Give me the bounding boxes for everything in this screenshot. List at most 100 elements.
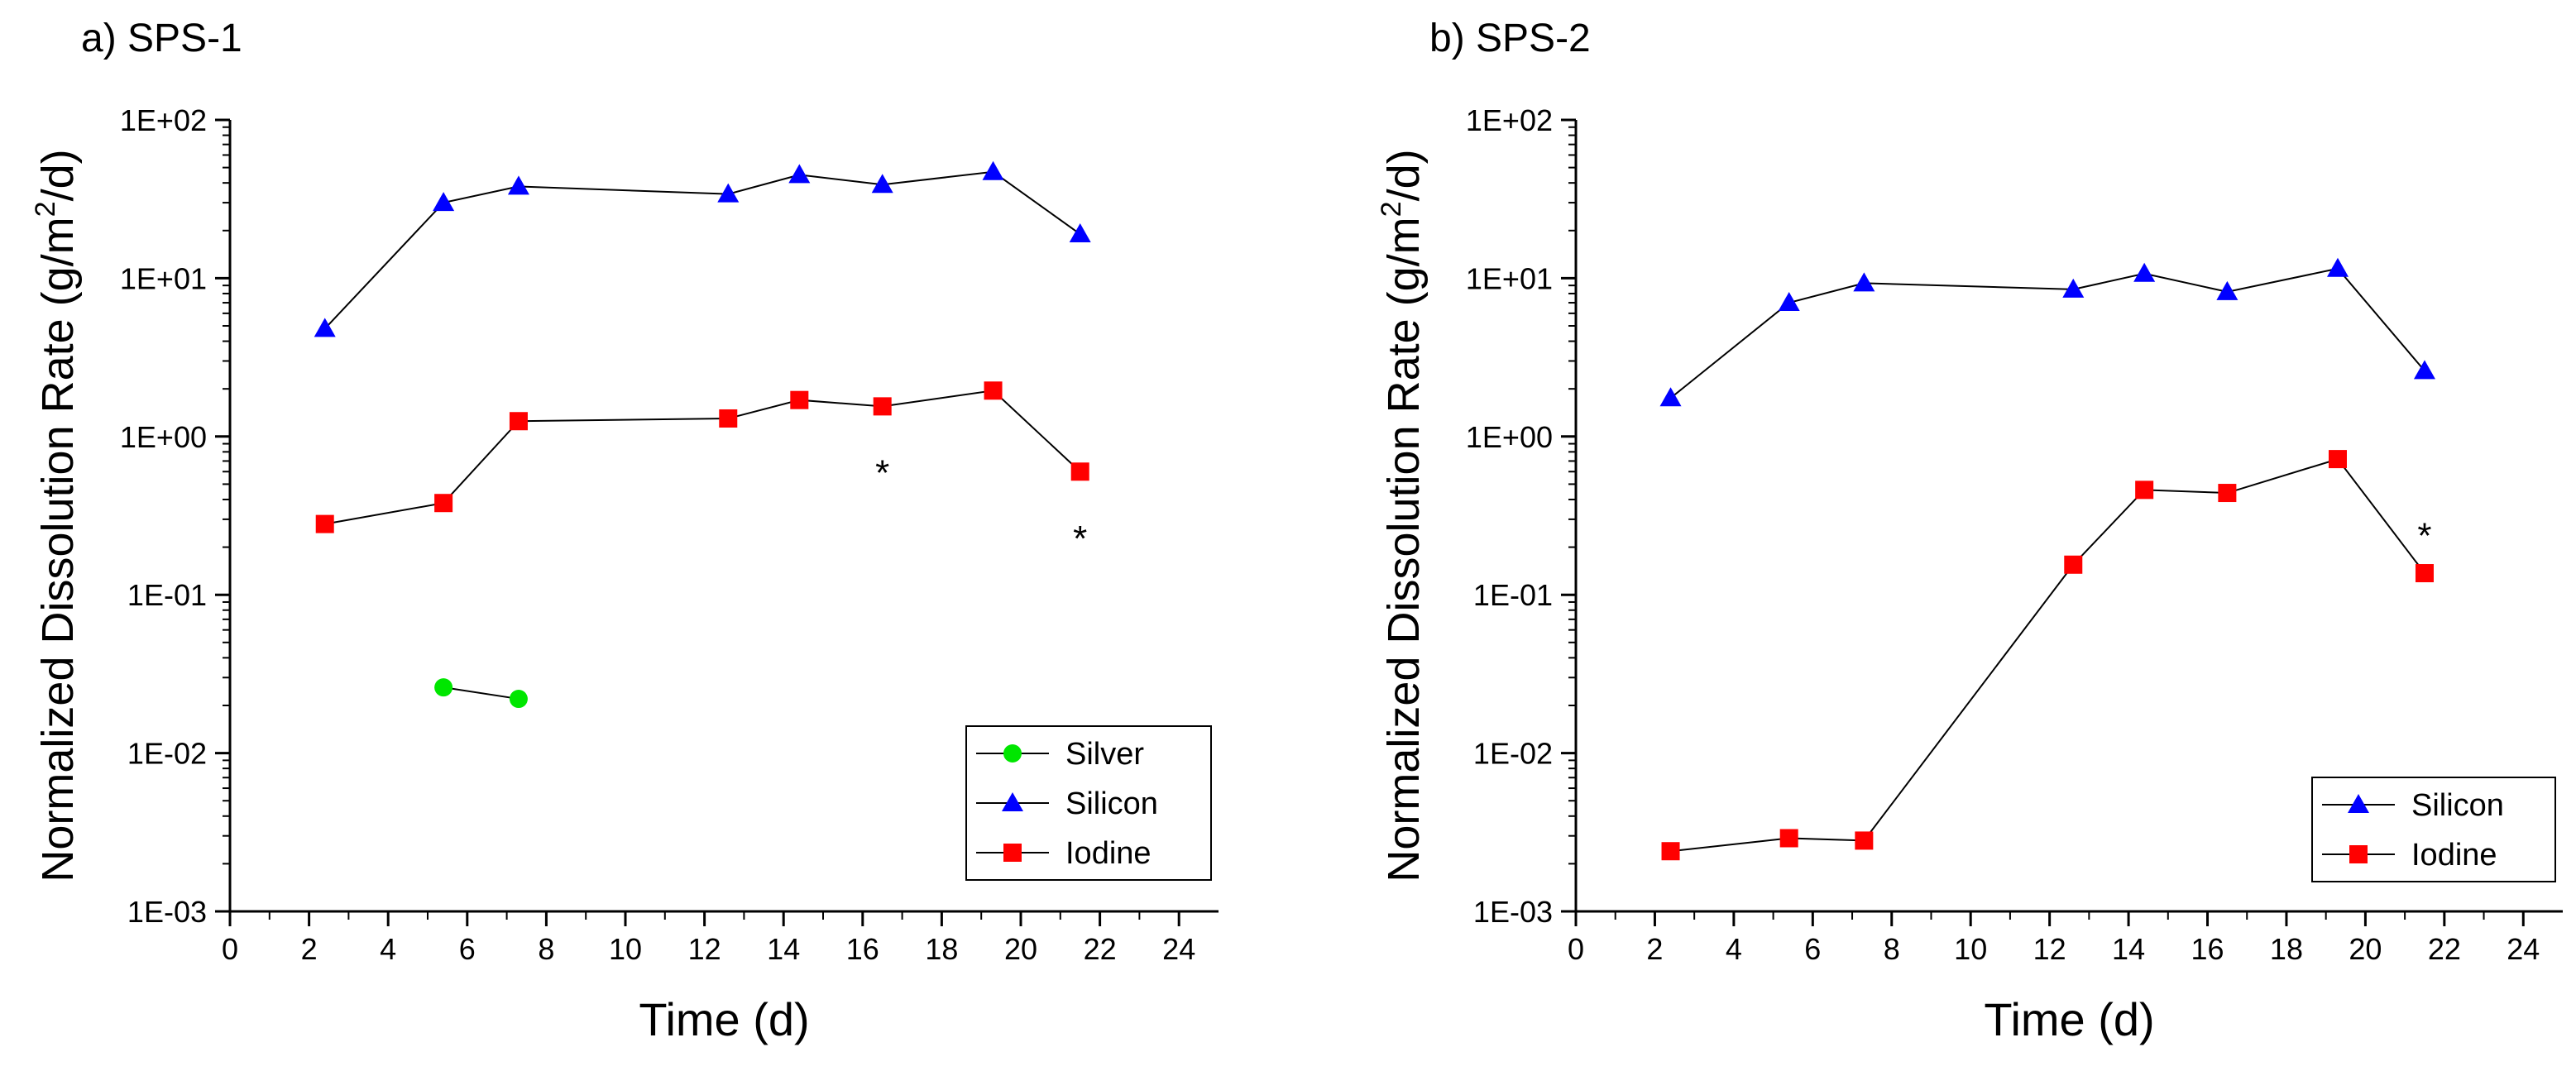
x-tick-label: 4 [1726, 932, 1742, 966]
x-tick-label: 2 [1646, 932, 1663, 966]
legend-label-silver: Silver [1065, 737, 1144, 772]
iodine-point [2328, 450, 2347, 469]
iodine-point [719, 409, 738, 428]
silicon-point [717, 183, 740, 203]
silicon-point [433, 192, 455, 212]
x-tick-label: 8 [1884, 932, 1900, 966]
legend-marker-silicon [2348, 794, 2369, 813]
x-tick-label: 24 [1162, 932, 1195, 966]
legend-marker-silver [1003, 744, 1022, 763]
silicon-point [1659, 387, 1682, 407]
y-tick-label: 1E+00 [1466, 420, 1553, 454]
silicon-point [1069, 223, 1091, 243]
annotation-asterisk: * [2417, 515, 2431, 556]
silicon-point [1853, 272, 1875, 292]
panel-label: b) SPS-2 [1429, 17, 1591, 60]
iodine-point [2415, 564, 2434, 583]
legend-label-silicon: Silicon [1065, 787, 1158, 821]
legend-label-iodine: Iodine [1065, 836, 1152, 871]
x-tick-label: 22 [1084, 932, 1117, 966]
x-tick-label: 14 [767, 932, 800, 966]
silicon-point [507, 175, 529, 195]
iodine-point [2135, 481, 2154, 500]
silicon-point [2216, 280, 2238, 300]
iodine-line [324, 390, 1081, 525]
x-tick-label: 4 [380, 932, 396, 966]
legend: Silicon Iodine [2311, 777, 2556, 882]
series-silicon [314, 160, 1091, 337]
x-axis-label: Time (d) [639, 993, 809, 1045]
iodine-line [1670, 457, 2425, 853]
silicon-point [2133, 262, 2156, 282]
y-axis-label: Normalized Dissolution Rate (g/m2/d) [1376, 149, 1429, 882]
x-tick-label: 10 [609, 932, 642, 966]
series-silver [434, 678, 528, 709]
annotation-asterisk: * [1073, 519, 1087, 559]
iodine-point [984, 381, 1003, 400]
x-tick-label: 20 [2349, 932, 2382, 966]
x-tick-label: 0 [222, 932, 238, 966]
y-tick-label: 1E+01 [120, 261, 207, 295]
y-tick-label: 1E-03 [127, 895, 207, 929]
chart-panel-1: a) SPS-10 2 4 6 8 10 12 14 16 18 20 22 241E-031E-021… [30, 17, 1219, 1045]
silicon-point [2413, 360, 2435, 380]
silver-line [443, 686, 520, 700]
chart-panel-2: b) SPS-20 2 4 6 8 10 12 14 16 18 20 22 241E-031E-021… [1376, 17, 2563, 1045]
series-iodine [1661, 450, 2434, 861]
series-iodine [315, 381, 1089, 533]
iodine-point [1779, 829, 1798, 848]
x-axis-label: Time (d) [1984, 993, 2154, 1045]
legend-marker-silicon [1002, 792, 1023, 811]
silicon-point [1778, 292, 1800, 312]
x-tick-label: 10 [1954, 932, 1987, 966]
x-tick-label: 0 [1568, 932, 1584, 966]
y-tick-label: 1E+02 [1466, 103, 1553, 137]
iodine-point [509, 412, 528, 431]
y-tick-label: 1E-01 [1473, 578, 1553, 612]
x-tick-label: 2 [301, 932, 318, 966]
y-tick-label: 1E+00 [120, 420, 207, 454]
silicon-point [2326, 257, 2349, 277]
x-tick-label: 22 [2428, 932, 2461, 966]
iodine-point [1855, 831, 1874, 850]
silver-point [434, 678, 453, 697]
legend-marker-iodine [1003, 844, 1022, 862]
legend-marker-iodine [2349, 845, 2368, 863]
iodine-point [315, 514, 334, 533]
iodine-point [790, 390, 809, 409]
iodine-point [2218, 484, 2237, 503]
legend-label-iodine: Iodine [2411, 838, 2497, 873]
x-tick-label: 20 [1004, 932, 1037, 966]
iodine-point [873, 397, 892, 416]
y-tick-label: 1E+02 [120, 103, 207, 137]
y-tick-label: 1E-02 [127, 737, 207, 771]
iodine-point [434, 494, 453, 513]
x-tick-label: 8 [538, 932, 554, 966]
silver-point [509, 690, 528, 709]
panel-label: a) SPS-1 [81, 17, 242, 60]
iodine-point [1070, 462, 1089, 481]
legend-box [2311, 777, 2556, 882]
legend: Silver Silicon Iodine [965, 725, 1212, 881]
annotation-asterisk: * [875, 452, 889, 493]
silicon-line [1669, 267, 2425, 399]
iodine-point [2064, 555, 2083, 574]
y-tick-label: 1E-02 [1473, 737, 1553, 771]
x-tick-label: 6 [459, 932, 476, 966]
series-silicon [1659, 257, 2435, 407]
silicon-line [323, 170, 1081, 330]
x-tick-label: 24 [2507, 932, 2540, 966]
silicon-point [788, 164, 811, 184]
x-tick-label: 16 [846, 932, 879, 966]
x-tick-label: 18 [925, 932, 958, 966]
y-tick-label: 1E-03 [1473, 895, 1553, 929]
silicon-point [2062, 278, 2085, 298]
x-tick-label: 18 [2270, 932, 2303, 966]
legend-label-silicon: Silicon [2411, 788, 2504, 823]
y-tick-label: 1E+01 [1466, 261, 1553, 295]
silicon-point [982, 160, 1004, 180]
x-tick-label: 16 [2191, 932, 2224, 966]
x-tick-label: 14 [2112, 932, 2145, 966]
silicon-point [314, 318, 336, 337]
